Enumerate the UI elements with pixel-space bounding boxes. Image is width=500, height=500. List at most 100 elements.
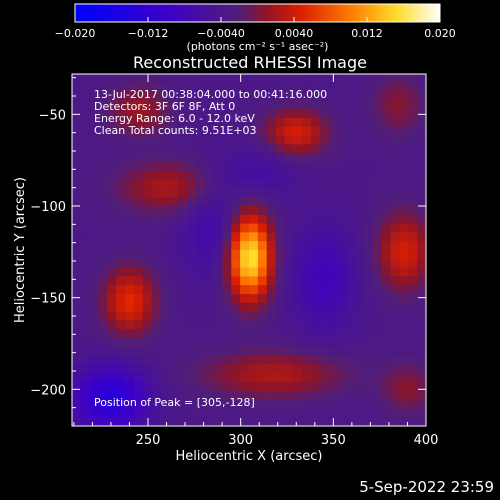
heatmap-cell xyxy=(187,329,197,339)
heatmap-cell xyxy=(125,232,135,242)
heatmap-cell xyxy=(231,373,241,383)
heatmap-cell xyxy=(151,206,161,216)
heatmap-cell xyxy=(89,417,99,427)
heatmap-cell xyxy=(187,267,197,277)
heatmap-cell xyxy=(151,399,161,409)
heatmap-cell xyxy=(89,408,99,418)
heatmap-cell xyxy=(390,417,400,427)
heatmap-cell xyxy=(372,162,383,172)
heatmap-cell xyxy=(160,285,170,295)
heatmap-cell xyxy=(417,276,427,286)
heatmap-cell xyxy=(390,382,400,392)
heatmap-cell xyxy=(80,276,91,286)
heatmap-cell xyxy=(284,364,294,374)
heatmap-cell xyxy=(364,214,374,224)
heatmap-cell xyxy=(346,346,356,356)
heatmap-cell xyxy=(160,250,170,260)
heatmap-cell xyxy=(364,364,374,374)
heatmap-cell xyxy=(213,144,223,154)
heatmap-cell xyxy=(284,179,294,189)
heatmap-cell xyxy=(204,188,214,198)
heatmap-cell xyxy=(222,241,232,251)
heatmap-cell xyxy=(133,241,144,251)
heatmap-cell xyxy=(160,144,170,154)
heatmap-cell xyxy=(275,311,285,321)
heatmap-cell xyxy=(319,364,330,374)
heatmap-cell xyxy=(178,232,188,242)
heatmap-cell xyxy=(293,382,303,392)
heatmap-cell xyxy=(169,346,179,356)
heatmap-cell xyxy=(178,382,188,392)
heatmap-cell xyxy=(390,188,400,198)
x-tick-label: 400 xyxy=(414,433,439,448)
heatmap-cell xyxy=(355,311,365,321)
heatmap-cell xyxy=(231,276,241,286)
heatmap-cell xyxy=(187,294,197,304)
heatmap-cell xyxy=(125,170,135,180)
heatmap-cell xyxy=(390,338,400,348)
heatmap-cell xyxy=(160,355,170,365)
heatmap-cell xyxy=(80,206,91,216)
heatmap-cell xyxy=(319,109,330,119)
heatmap-cell xyxy=(72,170,82,180)
heatmap-cell xyxy=(249,355,259,365)
heatmap-cell xyxy=(72,346,82,356)
heatmap-cell xyxy=(249,417,259,427)
heatmap-cell xyxy=(195,188,206,198)
y-tick-label: −50 xyxy=(39,108,66,123)
heatmap-cell xyxy=(160,197,170,207)
heatmap-cell xyxy=(319,382,330,392)
heatmap-cell xyxy=(337,373,347,383)
heatmap-cell xyxy=(213,417,223,427)
heatmap-cell xyxy=(169,170,179,180)
heatmap-cell xyxy=(204,91,214,101)
heatmap-cell xyxy=(364,311,374,321)
heatmap-cell xyxy=(72,232,82,242)
heatmap-cell xyxy=(195,258,206,268)
heatmap-cell xyxy=(72,74,82,84)
heatmap-cell xyxy=(125,214,135,224)
heatmap-cell xyxy=(249,302,259,312)
heatmap-cell xyxy=(399,250,409,260)
heatmap-cell xyxy=(417,320,427,330)
heatmap-cell xyxy=(98,153,108,163)
heatmap-cell xyxy=(266,170,276,180)
heatmap-cell xyxy=(116,250,126,260)
heatmap-cell xyxy=(187,206,197,216)
heatmap-cell xyxy=(381,382,391,392)
heatmap-cell xyxy=(213,382,223,392)
heatmap-cell xyxy=(319,162,330,172)
heatmap-cell xyxy=(364,223,374,233)
heatmap-cell xyxy=(364,241,374,251)
heatmap-cell xyxy=(302,100,312,110)
heatmap-cell xyxy=(187,417,197,427)
heatmap-cell xyxy=(408,206,418,216)
heatmap-cell xyxy=(293,294,303,304)
heatmap-cell xyxy=(275,399,285,409)
heatmap-cell xyxy=(89,188,99,198)
heatmap-cell xyxy=(257,197,268,207)
heatmap-cell xyxy=(399,258,409,268)
heatmap-cell xyxy=(72,153,82,163)
heatmap-cell xyxy=(169,285,179,295)
heatmap-cell xyxy=(275,320,285,330)
heatmap-cell xyxy=(302,206,312,216)
heatmap-cell xyxy=(133,82,144,92)
heatmap-cell xyxy=(399,373,409,383)
heatmap-cell xyxy=(80,373,91,383)
heatmap-cell xyxy=(381,162,391,172)
heatmap-cell xyxy=(302,373,312,383)
heatmap-cell xyxy=(151,109,161,119)
heatmap-cell xyxy=(72,109,82,119)
heatmap-cell xyxy=(257,162,268,172)
heatmap-cell xyxy=(169,109,179,119)
heatmap-cell xyxy=(275,417,285,427)
heatmap-cell xyxy=(160,390,170,400)
heatmap-cell xyxy=(178,294,188,304)
heatmap-cell xyxy=(133,206,144,216)
heatmap-cell xyxy=(328,197,338,207)
heatmap-cell xyxy=(266,267,276,277)
heatmap-cell xyxy=(372,399,383,409)
heatmap-cell xyxy=(89,82,99,92)
heatmap-cell xyxy=(160,126,170,136)
